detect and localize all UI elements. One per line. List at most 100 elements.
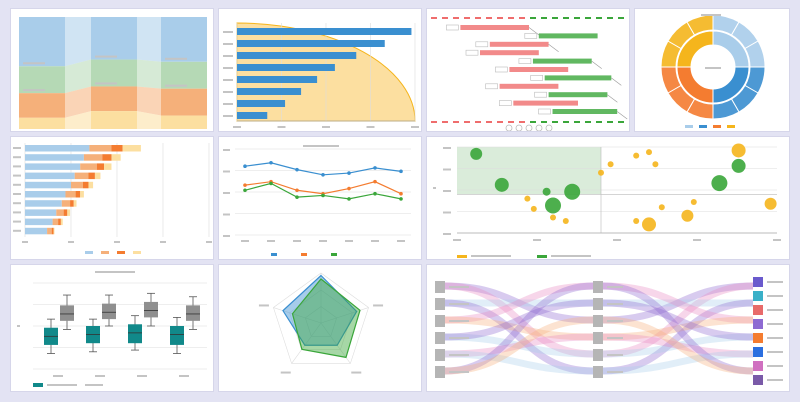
stacked-bar-segment — [83, 154, 103, 161]
task-marker — [475, 41, 489, 48]
stacked-bar-segment — [96, 163, 105, 170]
timeline-marker — [607, 121, 613, 123]
timeline-marker — [552, 17, 558, 19]
legend-label — [551, 255, 591, 257]
series-point — [321, 173, 325, 177]
timeline-marker — [464, 121, 470, 123]
x-tick-label — [693, 239, 701, 241]
stacked-bar-segment — [63, 209, 68, 216]
sankey-node — [753, 277, 763, 287]
x-tick-label — [206, 241, 212, 243]
segment-label — [95, 55, 117, 58]
task-marker — [530, 75, 543, 81]
timeline-marker — [563, 121, 569, 123]
x-tick-label — [411, 126, 419, 128]
dependency-line — [611, 77, 622, 86]
series-point — [269, 181, 273, 186]
y-tick-label — [443, 147, 451, 149]
stacked-bar-segment — [70, 200, 74, 207]
stacked-bar-chart — [13, 143, 212, 254]
y-tick-label — [13, 220, 21, 223]
radar-axis — [273, 307, 322, 324]
timeline-marker — [519, 17, 525, 19]
bubble — [542, 187, 551, 196]
dependency-line — [548, 44, 559, 53]
series-point — [269, 160, 273, 165]
sankey-node — [593, 366, 603, 378]
stacked-flow-chart — [19, 17, 207, 129]
series-point — [295, 188, 299, 193]
bubble — [494, 177, 509, 192]
stacked-bar-segment — [47, 227, 52, 235]
timeline-marker — [596, 17, 602, 19]
dependency-line — [607, 94, 618, 103]
node-label — [449, 354, 469, 356]
sankey-link — [602, 333, 754, 358]
chart-panel-line — [218, 136, 422, 260]
legend-swatch — [685, 125, 693, 128]
sankey-node — [435, 366, 445, 378]
legend-circle — [505, 124, 513, 131]
stacked-column-segment — [91, 111, 137, 129]
task-bar — [548, 92, 608, 98]
task-marker — [446, 24, 459, 31]
series-point — [295, 195, 299, 199]
sankey-node — [753, 319, 763, 329]
series-point — [347, 186, 351, 191]
sankey-node — [435, 315, 445, 327]
y-tick-label — [13, 193, 21, 195]
sankey-link — [444, 282, 594, 324]
task-marker — [538, 108, 551, 115]
chart-panel-horizontal-bars — [218, 8, 422, 132]
y-tick-label — [223, 79, 233, 81]
dependency-line — [528, 27, 540, 36]
bubble — [652, 161, 659, 168]
bubble — [642, 217, 656, 232]
task-marker — [499, 100, 512, 106]
bubble — [562, 217, 569, 224]
y-tick-label — [13, 229, 21, 232]
bar — [237, 76, 318, 83]
bubble — [564, 183, 581, 200]
chart-panel-sankey — [426, 264, 790, 392]
sankey-node — [435, 332, 445, 344]
y-tick-label — [443, 233, 451, 235]
x-tick-label — [241, 240, 249, 242]
flow-band — [137, 111, 161, 129]
node-label — [449, 303, 469, 305]
chart-panel-boxplot — [10, 264, 214, 392]
stacked-bar-segment — [60, 218, 63, 226]
sankey-link — [444, 299, 594, 341]
legend-swatch — [301, 253, 307, 256]
radar-axis-label — [280, 371, 291, 374]
sankey-node — [753, 291, 763, 301]
x-tick-label — [322, 126, 330, 128]
x-tick-label — [533, 239, 541, 241]
task-bar — [552, 109, 618, 114]
timeline-marker — [486, 17, 492, 19]
stacked-bar-segment — [25, 145, 90, 152]
series-point — [243, 188, 247, 193]
series-point — [399, 197, 403, 201]
timeline-marker — [508, 121, 514, 123]
sankey-link — [602, 333, 754, 358]
stacked-column-segment — [91, 17, 137, 60]
flow-band — [65, 86, 91, 118]
stacked-column-segment — [161, 61, 207, 89]
chart-panel-gantt — [426, 8, 630, 132]
sankey-link — [444, 316, 594, 375]
timeline-marker — [541, 121, 547, 123]
x-tick-label — [53, 375, 63, 377]
node-label — [767, 365, 783, 367]
timeline-marker — [618, 121, 624, 123]
series-point — [399, 169, 403, 174]
y-tick-label — [223, 103, 233, 105]
stacked-bar-segment — [74, 172, 89, 180]
stacked-bar-segment — [25, 209, 57, 216]
node-label — [607, 354, 623, 356]
y-tick-label — [13, 183, 21, 186]
bubble — [681, 209, 694, 222]
node-label — [767, 379, 783, 381]
segment-label — [95, 82, 117, 85]
legend-swatch — [727, 125, 735, 128]
